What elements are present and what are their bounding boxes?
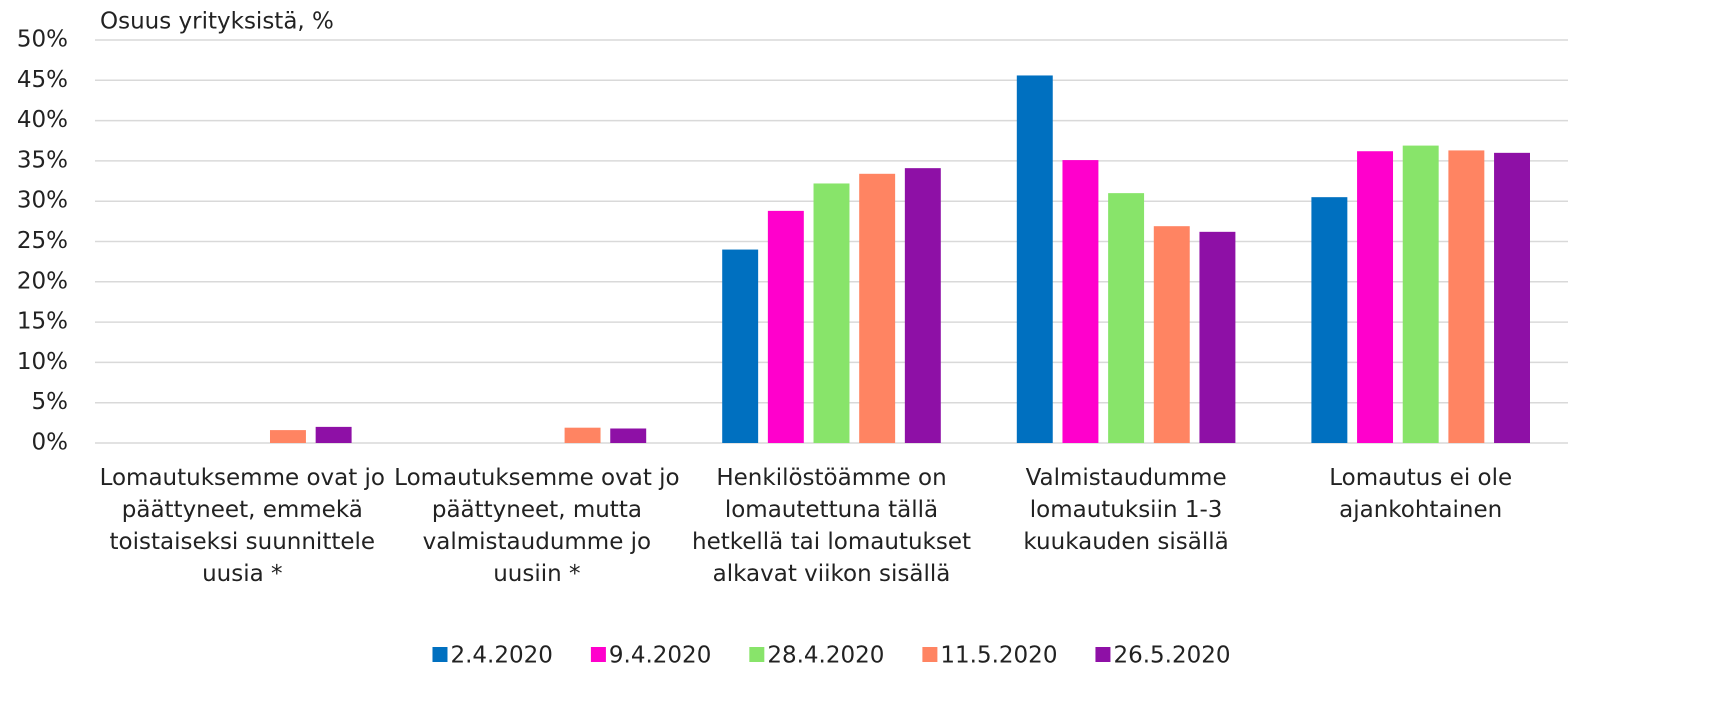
x-tick-label: Lomautuksemme ovat jo päättyneet, emmekä t… xyxy=(100,465,385,587)
legend-swatch xyxy=(922,647,938,662)
y-tick-label: 50% xyxy=(17,27,68,53)
bar xyxy=(859,173,896,443)
legend-label: 9.4.2020 xyxy=(609,643,711,669)
y-tick-label: 35% xyxy=(17,147,68,173)
y-tick-label: 30% xyxy=(17,188,68,214)
legend-swatch xyxy=(749,647,765,662)
bar xyxy=(1311,197,1348,443)
legend-label: 26.5.2020 xyxy=(1113,643,1230,669)
bar xyxy=(315,426,352,443)
y-tick-label: 5% xyxy=(32,389,69,415)
y-tick-label: 45% xyxy=(17,67,68,93)
x-tick-label: Lomautus ei ole ajankohtainen xyxy=(1329,465,1512,523)
legend-item: 2.4.2020 xyxy=(432,643,553,669)
bar xyxy=(813,183,850,443)
legend-label: 28.4.2020 xyxy=(767,643,884,669)
bar xyxy=(610,428,647,443)
x-tick-label: Valmistaudumme lomautuksiin 1-3 kuukauden … xyxy=(1023,465,1228,555)
bar xyxy=(904,168,941,444)
legend-swatch xyxy=(590,647,606,662)
legend-label: 11.5.2020 xyxy=(940,643,1057,669)
bar xyxy=(1357,151,1394,443)
bar xyxy=(767,210,804,443)
bar xyxy=(1199,231,1236,443)
bar xyxy=(1402,145,1439,443)
legend-item: 28.4.2020 xyxy=(749,643,884,669)
bar xyxy=(1016,75,1053,444)
y-tick-label: 40% xyxy=(17,107,68,133)
y-tick-label: 25% xyxy=(17,228,68,254)
y-axis-label: Osuus yrityksistä, % xyxy=(100,9,334,35)
bar xyxy=(1494,152,1530,443)
y-tick-label: 15% xyxy=(17,309,68,335)
legend-item: 9.4.2020 xyxy=(590,643,711,669)
bar xyxy=(722,249,759,443)
bar xyxy=(1153,226,1190,443)
y-tick-label: 0% xyxy=(32,430,69,456)
x-tick-label: Henkilöstöämme on lomautettuna tällä hetke… xyxy=(692,465,971,587)
legend-swatch xyxy=(1095,647,1111,662)
x-tick-label: Lomautuksemme ovat jo päättyneet, mutta va… xyxy=(394,465,679,587)
legend-label: 2.4.2020 xyxy=(450,643,552,669)
y-tick-label: 10% xyxy=(17,349,68,375)
bar xyxy=(1108,193,1145,443)
y-tick-label: 20% xyxy=(17,268,68,294)
legend-swatch xyxy=(432,647,448,662)
bar xyxy=(1448,150,1485,443)
legend-item: 11.5.2020 xyxy=(922,643,1057,669)
bar xyxy=(1062,160,1099,443)
bar xyxy=(564,427,601,443)
legend-item: 26.5.2020 xyxy=(1095,643,1231,669)
bar xyxy=(269,430,306,443)
